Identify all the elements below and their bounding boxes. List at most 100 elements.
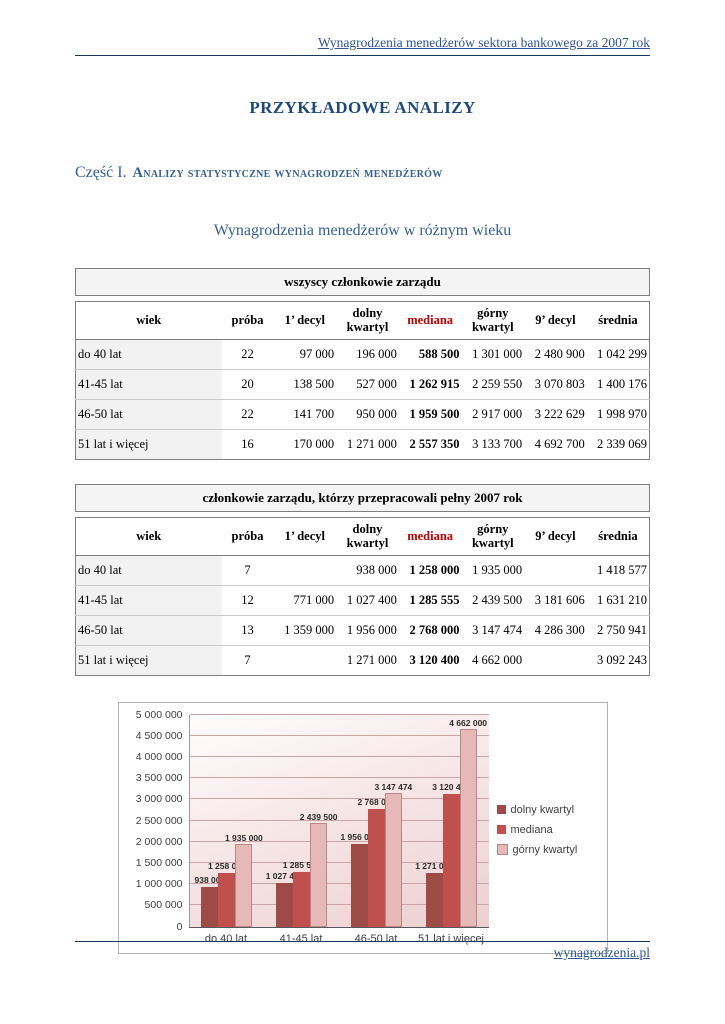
gridline bbox=[189, 713, 489, 715]
bar-value-label: 3 120 400 bbox=[432, 782, 471, 793]
footer-link[interactable]: wynagrodzenia.pl bbox=[553, 945, 650, 960]
table-cell: 3 222 629 bbox=[524, 398, 587, 430]
table-cell: do 40 lat bbox=[75, 339, 222, 370]
column-header: wiek bbox=[75, 517, 222, 556]
table-cell: 1 418 577 bbox=[586, 555, 650, 585]
legend-label: dolny kwartyl bbox=[510, 803, 575, 816]
column-header: średnia bbox=[586, 301, 650, 340]
statistics-tables: wszyscy członkowie zarządu wiek próba 1’ de… bbox=[75, 268, 650, 676]
salary-bar-chart: 0 500 000 1 000 000 1 500 000 2 000 000 2 500… bbox=[117, 701, 608, 954]
table-header-row: wiek próba 1’ decyl dolny kwartyl mediana gór… bbox=[75, 517, 650, 556]
table-cell: 950 000 bbox=[336, 398, 399, 430]
bar-value-label: 1 935 000 bbox=[224, 833, 263, 844]
bar-value-label: 1 271 000 bbox=[415, 860, 454, 871]
bar-group: 1 271 000 3 120 400 4 662 000 bbox=[414, 715, 489, 927]
table-cell: 51 lat i więcej bbox=[75, 644, 222, 675]
table-caption: wszyscy członkowie zarządu bbox=[75, 268, 650, 296]
y-axis-tick-label: 0 bbox=[176, 920, 183, 933]
column-header: mediana bbox=[398, 517, 462, 556]
page-footer: wynagrodzenia.pl bbox=[75, 941, 650, 962]
column-header: średnia bbox=[586, 517, 650, 556]
table-cell: 1 271 000 bbox=[336, 644, 399, 675]
column-header: 1’ decyl bbox=[273, 301, 337, 340]
table-caption: członkowie zarządu, którzy przepracowali… bbox=[75, 483, 650, 512]
column-header: próba bbox=[221, 301, 274, 340]
section-title: Analizy statystyczne wynagrodzeń menedże… bbox=[132, 165, 443, 181]
table-cell: 1 258 000 bbox=[398, 555, 462, 585]
table-row: 46-50 lat 22 141 700 950 000 1 959 500 2 917 … bbox=[75, 398, 650, 430]
y-axis: 0 500 000 1 000 000 1 500 000 2 000 000 2 500… bbox=[127, 709, 189, 933]
table-row: 46-50 lat 13 1 359 000 1 956 000 2 768 000 3 … bbox=[75, 614, 650, 645]
legend-item: mediana bbox=[496, 824, 599, 836]
table-cell: 2 557 350 bbox=[398, 428, 462, 460]
gridline bbox=[189, 840, 489, 842]
bar-mediana: 2 768 000 bbox=[357, 797, 395, 927]
table-cell bbox=[273, 555, 337, 585]
bar-górny-kwartyl: 1 935 000 bbox=[225, 833, 263, 927]
table-cell: 2 750 941 bbox=[586, 614, 650, 645]
table-cell: 1 935 000 bbox=[461, 555, 525, 585]
table-cell: 1 262 915 bbox=[398, 368, 462, 400]
y-axis-tick-label: 4 000 000 bbox=[135, 750, 183, 763]
column-header: dolny kwartyl bbox=[336, 301, 399, 340]
bar-dolny-kwartyl: 1 271 000 bbox=[415, 861, 453, 927]
column-header: wiek bbox=[75, 301, 222, 340]
column-header: górny kwartyl bbox=[461, 517, 525, 556]
table-cell: 46-50 lat bbox=[75, 614, 222, 645]
table-cell: 1 359 000 bbox=[273, 614, 337, 645]
document-title: PRZYKŁADOWE ANALIZY bbox=[249, 98, 476, 117]
table-cell: 588 500 bbox=[398, 339, 462, 370]
table-cell: 3 120 400 bbox=[398, 644, 462, 675]
table-cell: 1 998 970 bbox=[586, 398, 650, 430]
y-axis-tick-label: 1 000 000 bbox=[135, 878, 183, 891]
bar-value-label: 938 000 bbox=[194, 874, 226, 885]
table-cell: 2 480 900 bbox=[524, 339, 587, 370]
table-cell: 1 042 299 bbox=[586, 339, 650, 370]
table-cell: 22 bbox=[221, 339, 274, 370]
table-cell: 20 bbox=[221, 368, 274, 400]
column-header: 9’ decyl bbox=[524, 301, 587, 340]
chart-legend: dolny kwartyl mediana górny kwartyl bbox=[489, 715, 599, 945]
table-cell: 97 000 bbox=[273, 339, 337, 370]
table-cell: 771 000 bbox=[273, 584, 337, 615]
bar-dolny-kwartyl: 938 000 bbox=[195, 875, 225, 927]
table-row: do 40 lat 7 938 000 1 258 000 1 935 000 1 418… bbox=[75, 555, 650, 585]
table-cell: 3 070 803 bbox=[524, 368, 587, 400]
bars-layer: 938 000 1 258 000 1 935 000 1 027 400 1 285 … bbox=[190, 715, 489, 927]
table-cell: 46-50 lat bbox=[75, 398, 222, 430]
table-cell bbox=[273, 644, 337, 675]
table-cell: 4 286 300 bbox=[524, 614, 587, 645]
table-cell: 2 259 550 bbox=[461, 368, 525, 400]
plot-area: 938 000 1 258 000 1 935 000 1 027 400 1 285 … bbox=[188, 713, 489, 928]
y-axis-tick-label: 3 500 000 bbox=[135, 772, 183, 785]
bar-górny-kwartyl: 4 662 000 bbox=[449, 718, 487, 927]
bar-dolny-kwartyl: 1 027 400 bbox=[266, 871, 304, 927]
table-cell: do 40 lat bbox=[75, 555, 222, 585]
gridline bbox=[189, 734, 489, 736]
gridline bbox=[189, 861, 489, 863]
column-header: mediana bbox=[398, 301, 462, 340]
table-cell bbox=[524, 644, 587, 675]
legend-swatch bbox=[496, 825, 506, 834]
table-cell: 7 bbox=[221, 644, 274, 675]
y-axis-tick-label: 2 500 000 bbox=[135, 814, 183, 827]
table-row: do 40 lat 22 97 000 196 000 588 500 1 301 000… bbox=[75, 339, 650, 370]
bar-value-label: 1 956 000 bbox=[340, 831, 379, 842]
table-row: 51 lat i więcej 16 170 000 1 271 000 2 557 3… bbox=[75, 428, 650, 460]
bar-górny-kwartyl: 3 147 474 bbox=[374, 782, 412, 927]
y-axis-tick-label: 3 000 000 bbox=[135, 793, 183, 806]
table-cell: 16 bbox=[221, 428, 274, 460]
legend-item: górny kwartyl bbox=[496, 844, 599, 856]
chart-body: 0 500 000 1 000 000 1 500 000 2 000 000 2 500… bbox=[127, 709, 599, 945]
gridline bbox=[189, 819, 489, 821]
table-cell: 141 700 bbox=[273, 398, 337, 430]
table-cell: 196 000 bbox=[336, 339, 399, 370]
table-cell: 527 000 bbox=[336, 368, 399, 400]
table-cell: 1 400 176 bbox=[586, 368, 650, 400]
section-prefix: Część I. bbox=[75, 164, 127, 181]
header-link[interactable]: Wynagrodzenia menedżerów sektora bankowe… bbox=[317, 35, 650, 50]
table-cell: 1 956 000 bbox=[336, 614, 399, 645]
table-cell: 7 bbox=[221, 555, 274, 585]
bar-górny-kwartyl: 2 439 500 bbox=[300, 812, 338, 927]
